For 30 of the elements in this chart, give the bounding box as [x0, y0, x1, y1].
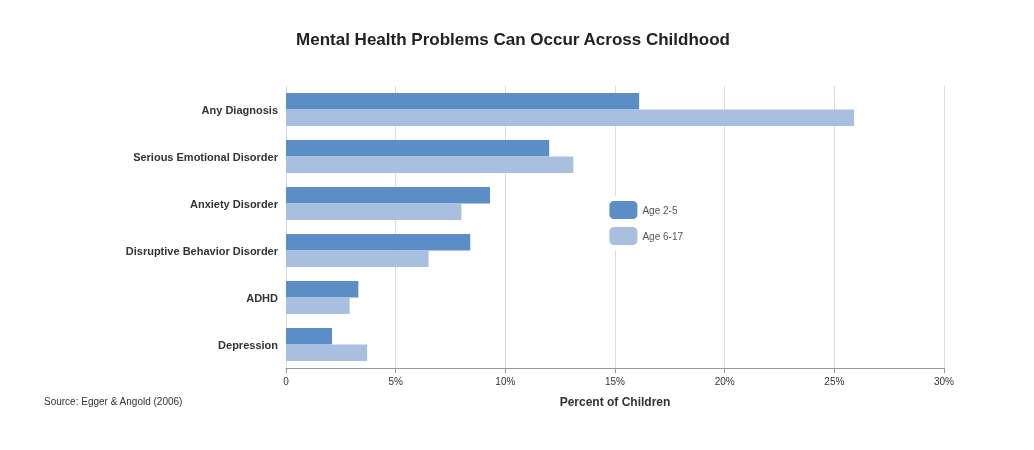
bar	[286, 328, 333, 345]
x-tick-label: 0	[283, 375, 290, 387]
bar	[286, 234, 471, 251]
y-tick-label: Serious Emotional Disorder	[133, 150, 279, 163]
bar	[286, 93, 640, 110]
bar	[286, 187, 490, 204]
y-tick-label: Depression	[218, 338, 279, 351]
bar	[286, 109, 855, 126]
y-tick-label: Any Diagnosis	[201, 103, 278, 116]
bar	[286, 344, 368, 361]
x-tick-label: 10%	[495, 375, 516, 387]
bar	[286, 281, 359, 298]
legend-label: Age 6-17	[642, 230, 684, 242]
y-tick-label: ADHD	[246, 291, 279, 304]
bar	[286, 203, 462, 220]
x-tick-label: 20%	[714, 375, 735, 387]
x-axis-title: Percent of Children	[559, 395, 671, 409]
x-tick-label: 5%	[388, 375, 403, 387]
chart-title: Mental Health Problems Can Occur Across Childhood	[296, 30, 730, 49]
bar	[286, 140, 550, 157]
x-tick-label: 25%	[824, 375, 845, 387]
source-note: Source: Egger & Angold (2006)	[44, 395, 183, 407]
bar	[286, 250, 429, 267]
y-tick-label: Disruptive Behavior Disorder	[125, 244, 279, 257]
x-tick-label: 30%	[933, 375, 955, 387]
legend-label: Age 2-5	[642, 204, 678, 216]
y-tick-label: Anxiety Disorder	[189, 197, 279, 210]
bar	[286, 156, 574, 173]
bar	[286, 297, 350, 314]
x-tick-label: 15%	[604, 375, 626, 387]
